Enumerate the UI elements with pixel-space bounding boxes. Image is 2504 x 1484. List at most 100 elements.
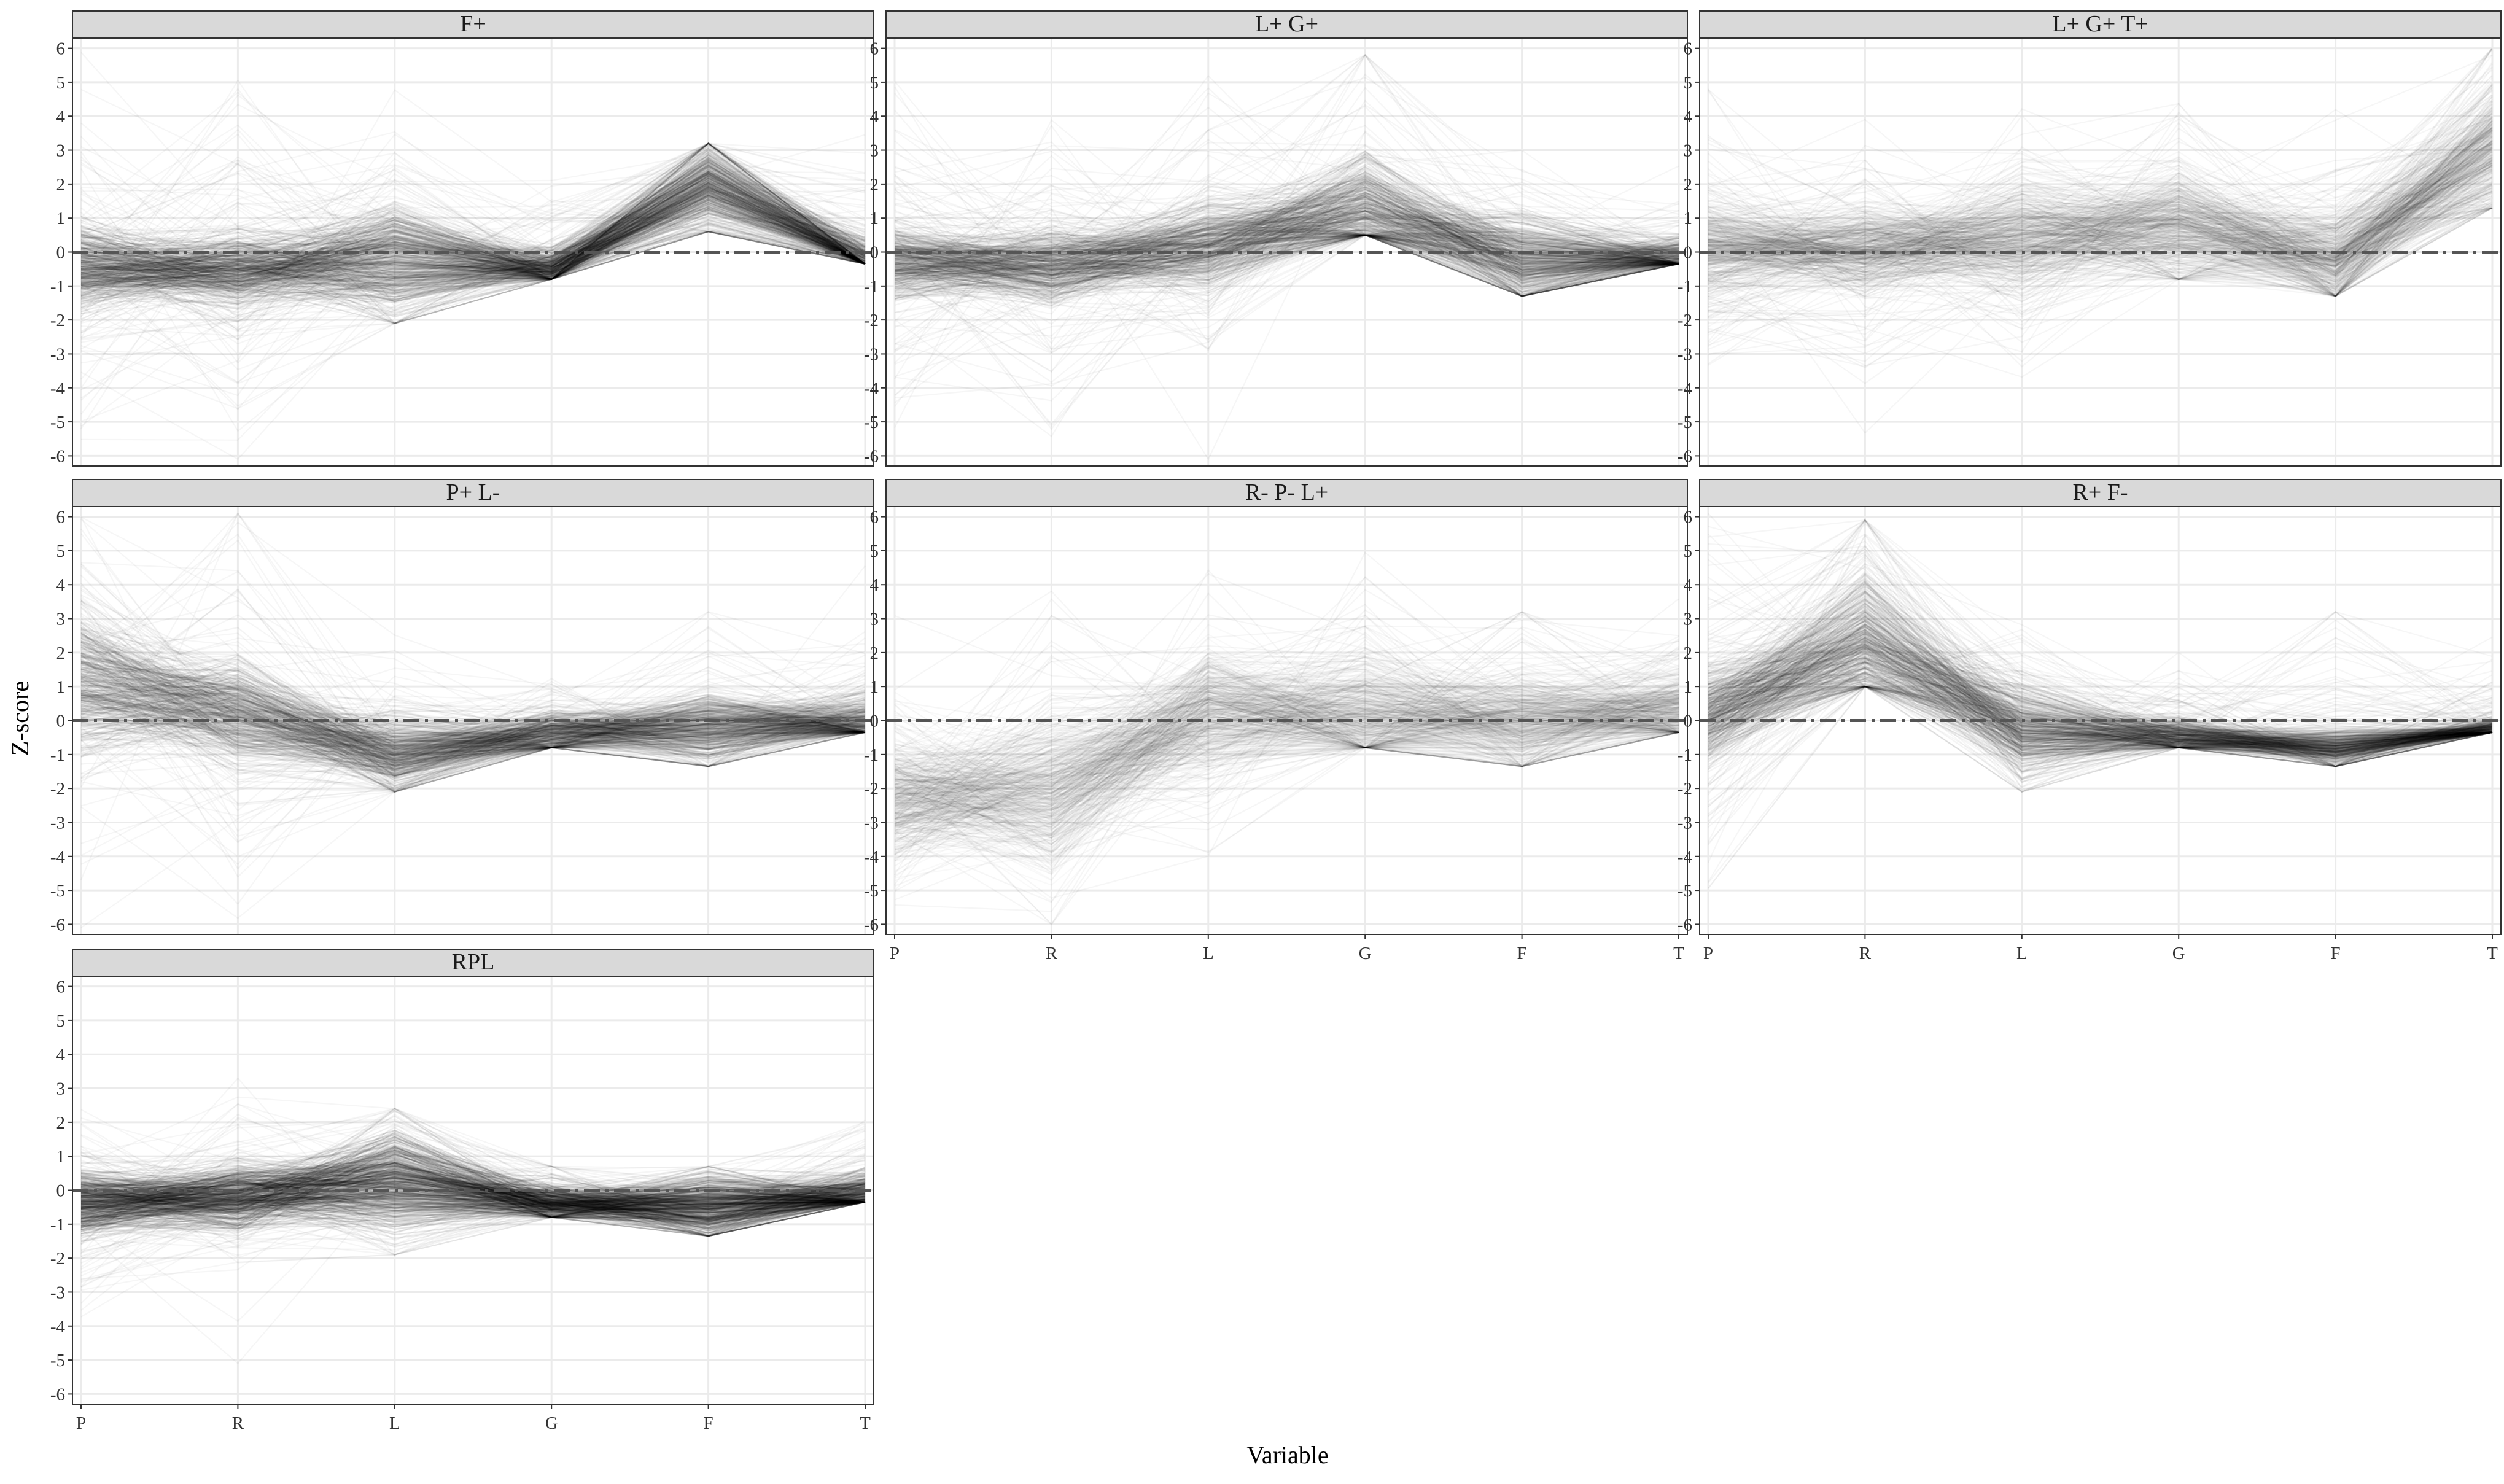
profile-line xyxy=(894,156,1679,282)
y-tick-label: 4 xyxy=(56,1045,66,1065)
profile-line xyxy=(80,701,866,779)
profile-line xyxy=(80,175,866,281)
profile-line xyxy=(80,184,866,295)
profile-line xyxy=(80,172,866,279)
profile-line xyxy=(894,150,1679,276)
profile-line xyxy=(894,229,1679,288)
profile-line xyxy=(1708,610,2493,747)
profile-line xyxy=(80,208,866,293)
facet-strip xyxy=(1699,479,2502,507)
profile-line xyxy=(80,1189,866,1230)
profile-line xyxy=(1708,645,2493,787)
profile-line xyxy=(1708,616,2493,753)
profile-line xyxy=(894,234,1679,268)
profile-line xyxy=(894,184,1679,284)
profile-line xyxy=(80,204,866,302)
profile-line xyxy=(80,166,866,301)
profile-line xyxy=(1708,673,2493,746)
profile-line xyxy=(894,195,1679,276)
profile-line xyxy=(894,207,1679,287)
profile-line xyxy=(80,173,866,282)
profile-line xyxy=(80,708,866,769)
profile-line xyxy=(1708,610,2493,762)
profile-line xyxy=(80,637,866,756)
profile-line xyxy=(1708,656,2493,750)
profile-line xyxy=(894,153,1679,289)
profile-line xyxy=(80,711,866,755)
profile-line xyxy=(1708,600,2493,743)
y-tick-label: -3 xyxy=(864,813,879,833)
profile-line xyxy=(80,193,866,298)
profile-line xyxy=(80,231,866,298)
profile-line xyxy=(80,655,866,756)
profile-line xyxy=(80,181,866,322)
profile-line xyxy=(80,1144,866,1205)
profile-line xyxy=(80,651,866,763)
profile-line xyxy=(80,1159,866,1230)
profile-line xyxy=(894,232,1679,296)
profile-line xyxy=(80,171,866,278)
profile-line xyxy=(894,222,1679,289)
x-tick-label: R xyxy=(1046,944,1058,963)
profile-line xyxy=(80,697,866,767)
profile-line xyxy=(80,694,866,752)
profile-line xyxy=(80,188,866,289)
profile-line xyxy=(80,680,866,729)
profile-line xyxy=(80,709,866,772)
profile-line xyxy=(1708,686,2493,755)
profile-line xyxy=(894,223,1679,287)
profile-line xyxy=(80,705,866,737)
profile-line xyxy=(80,1146,866,1213)
profile-line xyxy=(80,222,866,287)
profile-line xyxy=(1708,661,2493,742)
profile-line xyxy=(80,1164,866,1227)
profile-line xyxy=(80,689,866,743)
profile-line xyxy=(80,632,866,750)
profile-line xyxy=(80,156,866,278)
profile-line xyxy=(80,187,866,295)
profile-line xyxy=(80,209,866,300)
profile-line xyxy=(1708,598,2493,736)
profile-line xyxy=(80,177,866,287)
profile-line xyxy=(1708,640,2493,760)
profile-line xyxy=(894,201,1679,270)
profile-line xyxy=(894,166,1679,279)
profile-line xyxy=(80,194,866,295)
profile-line xyxy=(80,657,866,750)
profile-line xyxy=(80,145,866,284)
profile-line xyxy=(80,188,866,280)
profile-line xyxy=(1708,629,2493,743)
y-tick-label: 3 xyxy=(56,1079,66,1099)
profile-line xyxy=(80,1184,866,1218)
profile-line xyxy=(80,672,866,784)
profile-line xyxy=(80,220,866,278)
profile-line xyxy=(80,195,866,270)
profile-line xyxy=(80,160,866,282)
profile-line xyxy=(894,216,1679,251)
profile-line xyxy=(80,727,866,748)
profile-line xyxy=(80,708,866,793)
profile-line xyxy=(894,170,1679,284)
profile-line xyxy=(1708,637,2493,752)
profile-line xyxy=(1708,618,2493,773)
profile-line xyxy=(1708,668,2493,767)
profile-line xyxy=(1708,646,2493,747)
profile-line xyxy=(894,188,1679,297)
facet-title: RPL xyxy=(452,949,495,975)
profile-line xyxy=(80,181,866,269)
profile-line xyxy=(1708,610,2493,748)
profile-line xyxy=(80,643,866,748)
profile-line xyxy=(80,692,866,741)
profile-line xyxy=(80,184,866,289)
profile-line xyxy=(1708,626,2493,756)
profile-line xyxy=(80,685,866,767)
profile-line xyxy=(80,209,866,280)
profile-line xyxy=(80,691,866,787)
profile-line xyxy=(1708,666,2493,767)
profile-line xyxy=(80,699,866,777)
profile-line xyxy=(80,653,866,766)
profile-line xyxy=(894,194,1679,281)
profile-line xyxy=(1708,630,2493,759)
profile-line xyxy=(80,661,866,793)
profile-line xyxy=(894,234,1679,290)
